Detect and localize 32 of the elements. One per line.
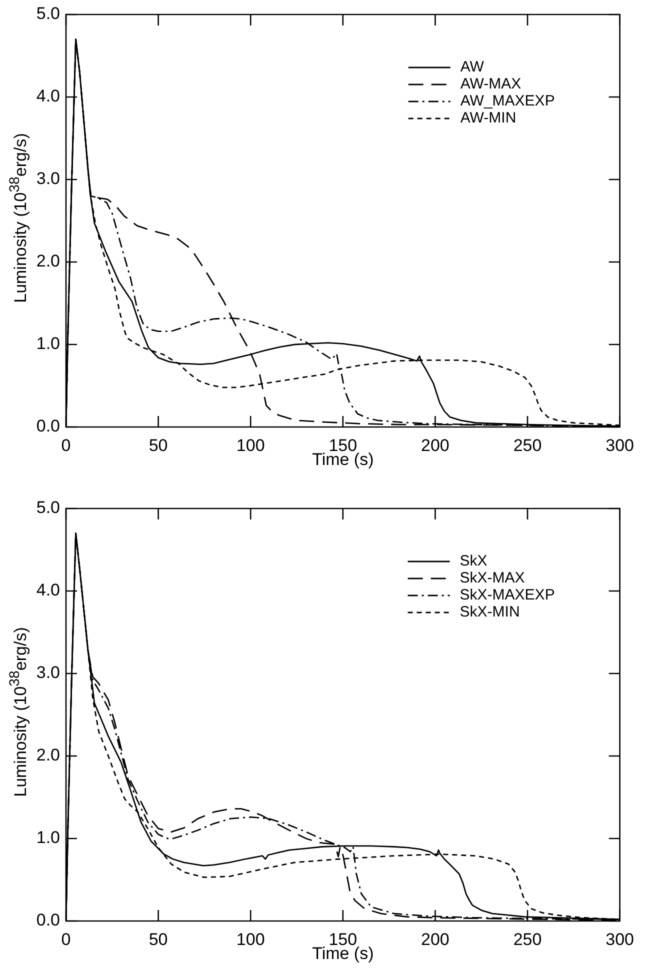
y-tick-label: 1.0	[36, 334, 60, 354]
x-tick-label: 200	[421, 930, 450, 950]
x-tick-label: 250	[513, 930, 542, 950]
y-tick-label: 2.0	[36, 746, 60, 765]
x-tick-label: 250	[513, 436, 542, 456]
y-tick-label: 5.0	[36, 498, 60, 518]
legend-label: AW-MAX	[460, 76, 522, 93]
x-tick-label: 50	[148, 436, 168, 456]
y-tick-label: 3.0	[36, 663, 60, 682]
x-tick-label: 0	[61, 930, 71, 950]
y-tick-label: 4.0	[36, 580, 60, 600]
y-tick-label: 0.0	[36, 910, 60, 930]
legend-label: SkX-MIN	[460, 604, 520, 621]
x-tick-label: 200	[421, 436, 450, 456]
y-tick-label: 0.0	[36, 416, 60, 436]
y-tick-label: 1.0	[36, 828, 60, 848]
y-tick-label: 3.0	[36, 169, 60, 188]
legend-label: SkX-MAXEXP	[460, 586, 555, 604]
x-tick-label: 300	[606, 930, 634, 950]
x-tick-label: 0	[61, 436, 71, 456]
x-tick-label: 300	[606, 436, 634, 456]
legend-label: AW	[460, 58, 485, 76]
legend-label: AW-MIN	[460, 110, 516, 127]
y-tick-label: 2.0	[36, 252, 60, 271]
legend-label: SkX	[460, 552, 488, 570]
legend-label: SkX-MAX	[460, 570, 525, 587]
legend-label: AW_MAXEXP	[460, 92, 555, 110]
y-tick-label: 5.0	[36, 4, 60, 24]
y-tick-label: 4.0	[36, 86, 60, 106]
x-tick-label: 50	[148, 930, 168, 950]
x-tick-label: 100	[236, 436, 265, 456]
x-tick-label: 100	[236, 930, 265, 950]
